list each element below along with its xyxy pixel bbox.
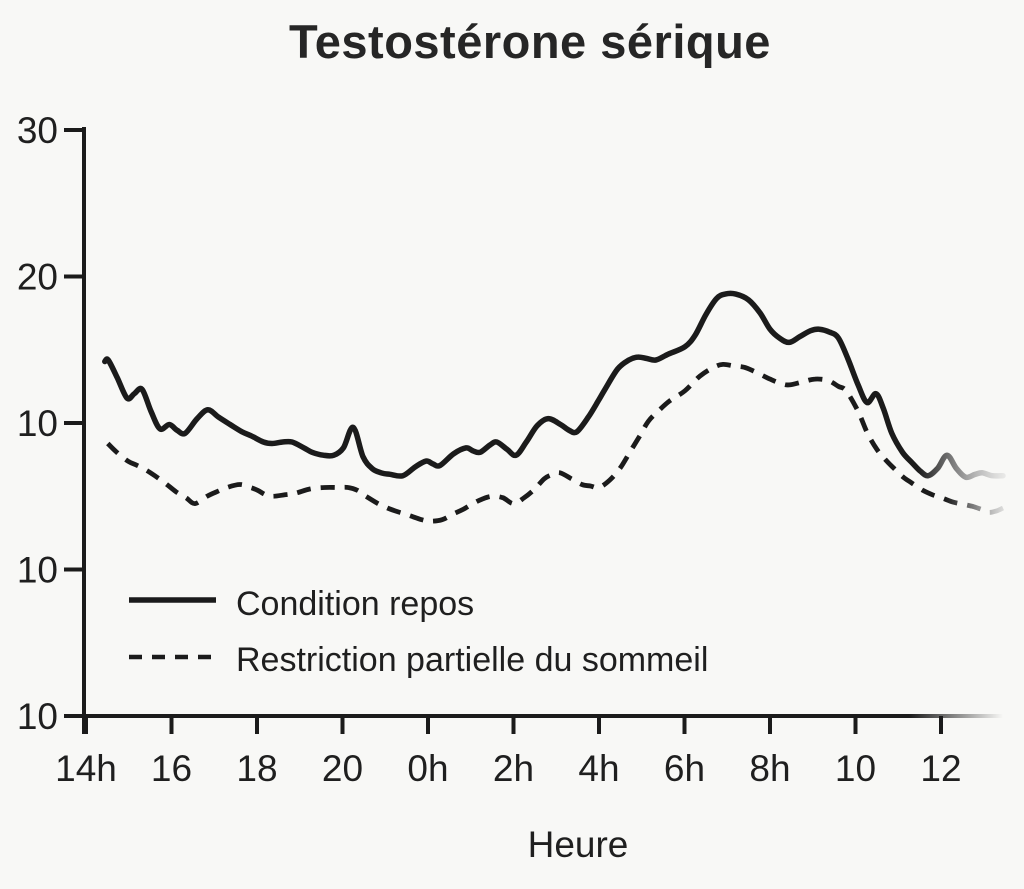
x-tick-label: 6h: [664, 748, 705, 789]
x-axis-title: Heure: [528, 824, 629, 865]
legend-label-condition-repos: Condition repos: [236, 585, 474, 623]
x-tick-label: 8h: [749, 748, 790, 789]
y-tick-label: 20: [17, 257, 58, 298]
x-tick-label: 20: [322, 748, 363, 789]
series-restriction-sommeil: [106, 361, 1005, 524]
x-tick-label: 10: [835, 748, 876, 789]
x-tick-label: 2h: [493, 748, 534, 789]
series-condition-repos: [102, 290, 1006, 481]
x-tick-label: 12: [920, 748, 961, 789]
legend: Condition repos Restriction partielle du…: [129, 585, 708, 679]
x-tick-label: 4h: [578, 748, 619, 789]
chart-title: Testostérone sérique: [289, 15, 771, 68]
series-lines: [102, 290, 1006, 524]
legend-label-restriction-sommeil: Restriction partielle du sommeil: [236, 641, 708, 679]
y-tick-label: 30: [17, 110, 58, 151]
y-tick-label: 10: [17, 403, 58, 444]
x-tick-label: 14h: [55, 748, 117, 789]
x-tick-label: 16: [151, 748, 192, 789]
y-tick-label: 10: [17, 696, 58, 737]
y-tick-label: 10: [17, 550, 58, 591]
x-tick-label: 18: [236, 748, 277, 789]
x-tick-label: 0h: [407, 748, 448, 789]
axes: 30 20 10 10 10 14h 16 18 20 0h 2h 4h 6h 8h 10 12: [17, 110, 1003, 789]
